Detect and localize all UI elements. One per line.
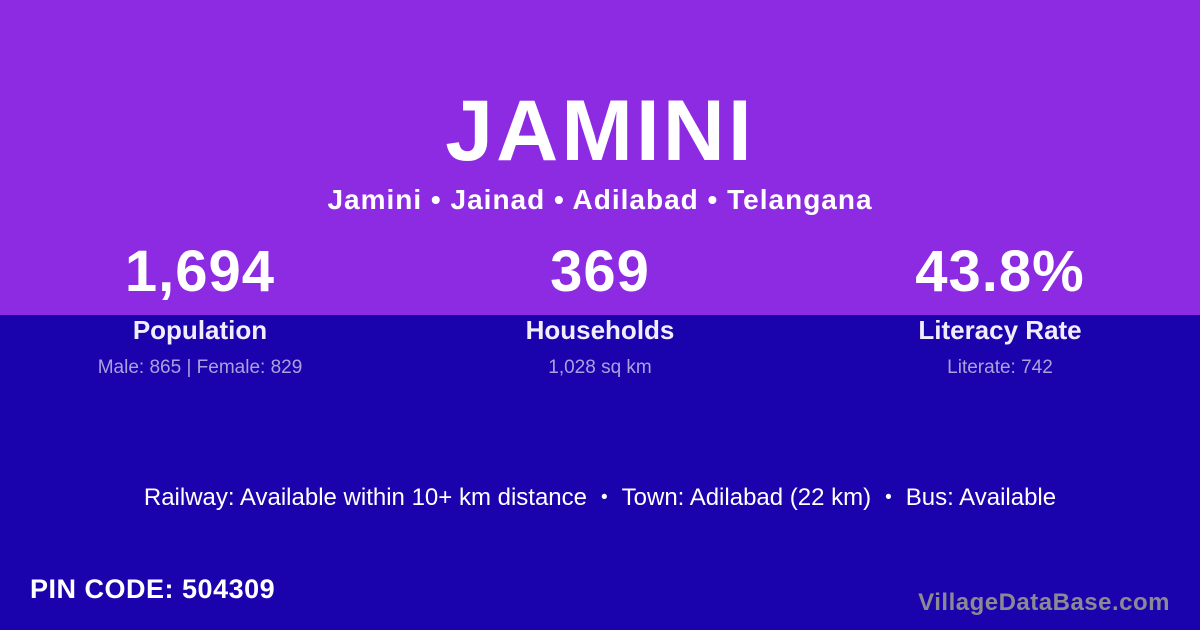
population-label: Population (132, 315, 268, 345)
top-background (0, 0, 1200, 315)
transport-info-line: Railway: Available within 10+ km distanc… (0, 484, 1200, 512)
bottom-background (0, 315, 1200, 630)
bullet-separator: • (885, 487, 892, 508)
railway-info: Railway: Available within 10+ km distanc… (143, 484, 587, 511)
village-name-title: JAMINI (445, 83, 755, 179)
stat-literacy-rate: 43.8% Literacy Rate Literate: 742 (800, 238, 1200, 379)
literate-count-detail: Literate: 742 (947, 357, 1053, 378)
town-info: Town: Adilabad (22 km) (621, 484, 872, 511)
location-breadcrumb: Jamini • Jainad • Adilabad • Telangana (327, 184, 873, 215)
households-value: 369 (550, 239, 650, 304)
population-value: 1,694 (124, 239, 276, 304)
households-label: Households (525, 315, 675, 345)
brand-watermark: VillageDataBase.com (918, 589, 1170, 616)
area-detail: 1,028 sq km (548, 357, 652, 378)
literacy-rate-label: Literacy Rate (918, 315, 1082, 345)
stat-households: 369 Households 1,028 sq km (400, 238, 800, 379)
population-breakdown: Male: 865 | Female: 829 (97, 357, 303, 378)
pin-code-label: PIN CODE: 504309 (30, 574, 275, 604)
bullet-separator: • (601, 487, 608, 508)
literacy-rate-value: 43.8% (915, 239, 1085, 304)
pin-code-value: 504309 (182, 574, 276, 604)
stats-row: 1,694 Population Male: 865 | Female: 829… (0, 238, 1200, 379)
stat-population: 1,694 Population Male: 865 | Female: 829 (0, 238, 400, 379)
pin-code-prefix: PIN CODE: (30, 574, 175, 604)
bus-info: Bus: Available (905, 484, 1057, 511)
